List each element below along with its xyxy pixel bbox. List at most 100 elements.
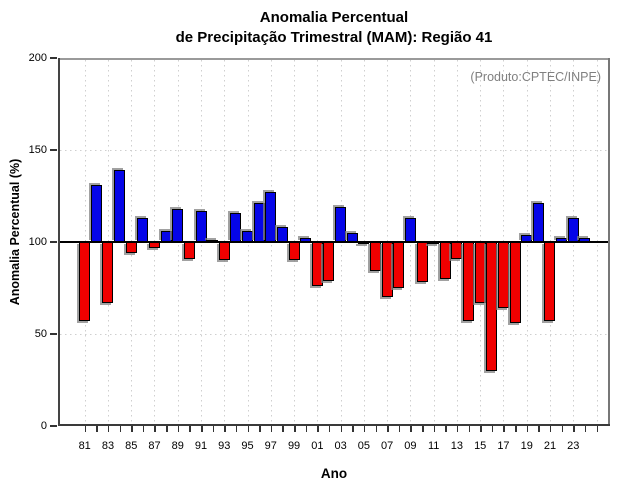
baseline-100 — [60, 241, 608, 243]
bar-1998 — [276, 227, 288, 242]
bar-1985 — [125, 242, 137, 254]
y-tick-label: 150 — [28, 144, 47, 156]
x-tick-label: 89 — [171, 440, 184, 452]
bar-1990 — [183, 242, 195, 259]
y-tick — [50, 149, 57, 151]
y-tick — [50, 425, 57, 427]
x-tick-label: 17 — [497, 440, 510, 452]
bar-2016 — [486, 242, 498, 371]
x-tick-label: 95 — [241, 440, 254, 452]
x-tick — [387, 426, 389, 432]
product-annotation: (Produto:CPTEC/INPE) — [470, 70, 601, 84]
x-tick-label: 03 — [334, 440, 347, 452]
x-tick — [503, 426, 505, 432]
x-tick — [259, 426, 261, 432]
x-tick — [96, 426, 98, 432]
bar-1996 — [253, 203, 265, 242]
bar-1981 — [79, 242, 91, 322]
bar-2010 — [416, 242, 428, 283]
x-tick — [177, 426, 180, 432]
x-tick-label: 93 — [218, 440, 231, 452]
chart-title-line2: de Precipitação Trimestral (MAM): Região… — [175, 29, 493, 46]
bar-1983 — [102, 242, 114, 303]
bar-2007 — [381, 242, 393, 298]
y-tick — [50, 333, 57, 335]
x-tick — [107, 426, 110, 432]
bar-2012 — [439, 242, 451, 279]
x-tick-label: 05 — [357, 440, 370, 452]
x-tick-label: 19 — [520, 440, 533, 452]
x-tick — [224, 426, 226, 432]
bar-2021 — [544, 242, 556, 322]
bar-1993 — [218, 242, 230, 261]
x-tick — [154, 426, 156, 432]
horizontal-gridline — [60, 334, 608, 335]
bar-2006 — [370, 242, 381, 272]
bar-1994 — [230, 212, 242, 242]
x-tick-label: 11 — [427, 440, 440, 452]
x-tick-label: 99 — [287, 440, 301, 452]
x-tick-label: 21 — [543, 440, 557, 452]
x-tick — [352, 426, 354, 432]
y-tick — [50, 241, 57, 243]
x-tick — [84, 426, 87, 432]
x-tick — [375, 426, 377, 432]
plot-area: (Produto:CPTEC/INPE) — [58, 58, 610, 426]
bar-2001 — [311, 242, 323, 287]
x-tick-label: 83 — [101, 440, 115, 452]
x-tick — [596, 426, 598, 432]
x-tick — [422, 426, 424, 432]
x-tick — [433, 426, 436, 432]
bar-2020 — [532, 203, 544, 242]
y-tick — [50, 57, 57, 59]
x-tick — [317, 426, 319, 432]
x-tick — [398, 426, 401, 432]
x-tick — [515, 426, 517, 432]
x-tick — [573, 426, 575, 432]
bar-2014 — [463, 242, 475, 322]
plot-border-bottom — [58, 424, 610, 426]
x-tick — [584, 426, 587, 432]
y-tick-label: 50 — [34, 328, 47, 340]
x-tick-label: 09 — [404, 440, 417, 452]
plot-border-top — [58, 58, 610, 60]
x-tick-label: 81 — [78, 440, 91, 452]
y-tick-label: 0 — [40, 420, 47, 432]
chart-title: Anomalia Percentual de Precipitação Trim… — [58, 8, 610, 48]
x-tick-label: 23 — [567, 440, 580, 452]
bar-1991 — [195, 210, 207, 242]
y-tick-label: 100 — [28, 236, 47, 248]
y-tick-label: 200 — [28, 52, 47, 64]
x-tick — [305, 426, 308, 432]
bar-2009 — [404, 218, 416, 242]
x-tick-label: 85 — [125, 440, 138, 452]
x-tick — [561, 426, 564, 432]
x-tick — [491, 426, 494, 432]
x-tick — [328, 426, 331, 432]
x-tick-label: 97 — [264, 440, 277, 452]
x-tick — [480, 426, 482, 432]
x-tick — [119, 426, 122, 432]
bar-1982 — [90, 184, 102, 242]
x-tick — [340, 426, 343, 432]
x-tick-label: 13 — [450, 440, 464, 452]
x-tick — [142, 426, 145, 432]
x-tick — [235, 426, 238, 432]
bar-2017 — [497, 242, 509, 309]
x-tick — [538, 426, 540, 432]
x-tick — [166, 426, 168, 432]
x-tick — [294, 426, 296, 432]
bar-2013 — [451, 242, 463, 259]
bar-1984 — [114, 170, 126, 242]
x-tick-label: 87 — [148, 440, 161, 452]
x-tick — [363, 426, 366, 432]
bar-2023 — [567, 218, 579, 242]
plot-border-right — [608, 58, 610, 426]
x-tick — [212, 426, 215, 432]
bar-1997 — [265, 192, 277, 242]
x-tick — [468, 426, 471, 432]
bar-2015 — [474, 242, 486, 303]
chart-title-line1: Anomalia Percentual — [259, 9, 409, 26]
x-tick — [247, 426, 250, 432]
